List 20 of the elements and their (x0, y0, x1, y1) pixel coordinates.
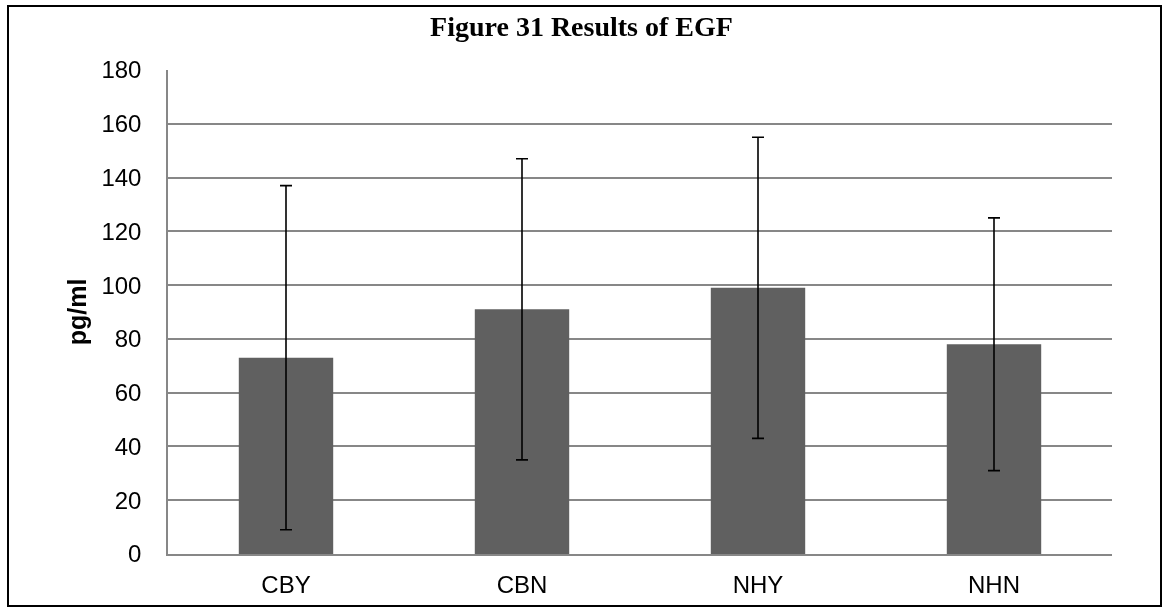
bar (946, 344, 1042, 554)
y-tick-label: 100 (101, 271, 142, 299)
y-tick-label: 40 (114, 432, 142, 460)
y-tick-label: 0 (128, 540, 142, 568)
bar (238, 357, 334, 554)
y-tick-label: 120 (101, 217, 142, 245)
x-tick-label: NHY (732, 570, 784, 598)
y-tick-label: 60 (114, 379, 142, 407)
y-tick-label: 160 (101, 110, 142, 138)
y-axis-title: pg/ml (62, 278, 91, 346)
bar (710, 287, 806, 554)
y-tick-label: 80 (114, 325, 142, 353)
x-tick-label: CBY (261, 570, 311, 598)
x-tick-label: CBN (496, 570, 548, 598)
x-tick-label: NHN (968, 570, 1020, 598)
chart-title: Figure 31 Results of EGF (430, 10, 733, 42)
y-tick-label: 20 (114, 486, 142, 514)
bar (474, 309, 570, 554)
y-tick-label: 180 (101, 56, 142, 84)
y-tick-label: 140 (101, 163, 142, 191)
